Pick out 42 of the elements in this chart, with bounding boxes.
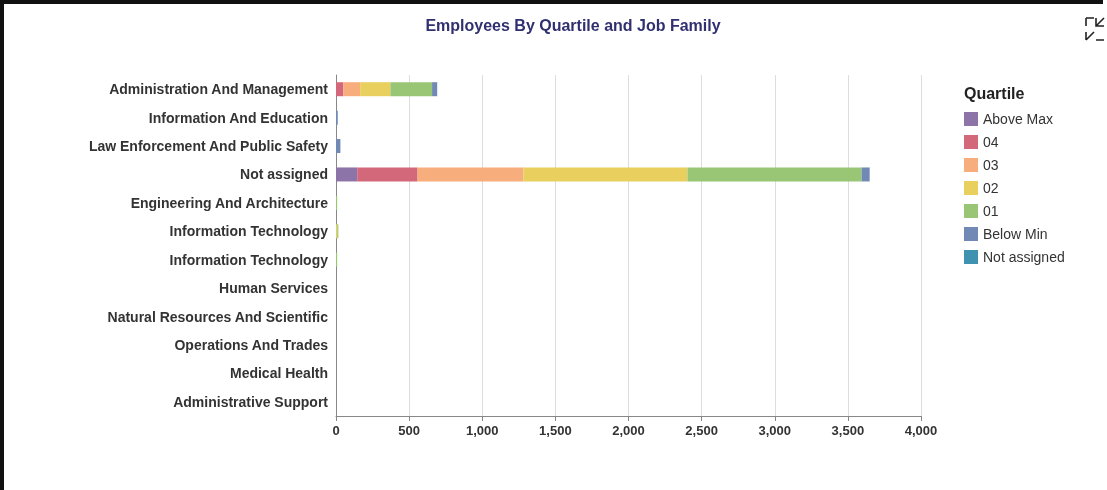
x-tick-label: 0: [332, 423, 340, 438]
x-tick-label: 3,000: [758, 423, 792, 438]
bar: [523, 167, 688, 182]
y-tick-label: Law Enforcement And Public Safety: [88, 138, 329, 155]
legend-title: Quartile: [964, 84, 1025, 102]
legend-label: 04: [983, 134, 999, 150]
x-tick-label: 1,500: [539, 423, 572, 438]
y-tick-label: Information Technology: [169, 223, 329, 240]
legend-label: 01: [983, 203, 999, 219]
x-tick-label: 4,000: [904, 423, 938, 438]
bar: [336, 139, 341, 154]
chart-title: Employees By Quartile and Job Family: [425, 16, 721, 34]
y-tick-label: Information Technology: [169, 251, 329, 268]
y-tick-label: Human Services: [219, 280, 329, 297]
y-tick-label: Operations And Trades: [174, 336, 329, 353]
bar: [336, 167, 358, 182]
legend-label: 03: [983, 157, 999, 173]
y-tick-label: Administrative Support: [173, 393, 329, 410]
bar: [417, 167, 524, 182]
x-tick-label: 2,500: [685, 423, 718, 438]
legend-label: Above Max: [983, 111, 1054, 127]
bar: [861, 167, 870, 182]
bar: [357, 167, 418, 182]
y-tick-label: Medical Health: [229, 365, 328, 382]
legend-label: 02: [983, 180, 999, 196]
bar: [360, 82, 391, 97]
x-tick-label: 2,000: [612, 423, 645, 438]
bar: [343, 82, 361, 97]
y-tick-label: Administration And Management: [109, 81, 329, 98]
y-tick-label: Natural Resources And Scientific: [107, 308, 329, 325]
legend-label: Not assigned: [983, 249, 1065, 265]
bar: [687, 167, 862, 182]
y-tick-label: Engineering And Architecture: [130, 194, 329, 211]
x-tick-label: 500: [398, 423, 420, 438]
bar: [336, 82, 344, 97]
y-tick-label: Information And Education: [148, 109, 328, 126]
x-tick-label: 1,000: [465, 423, 499, 438]
bar: [432, 82, 438, 97]
bar: [390, 82, 433, 97]
legend-label: Below Min: [983, 226, 1048, 242]
y-tick-label: Not assigned: [240, 166, 328, 183]
x-tick-label: 3,500: [831, 423, 865, 438]
